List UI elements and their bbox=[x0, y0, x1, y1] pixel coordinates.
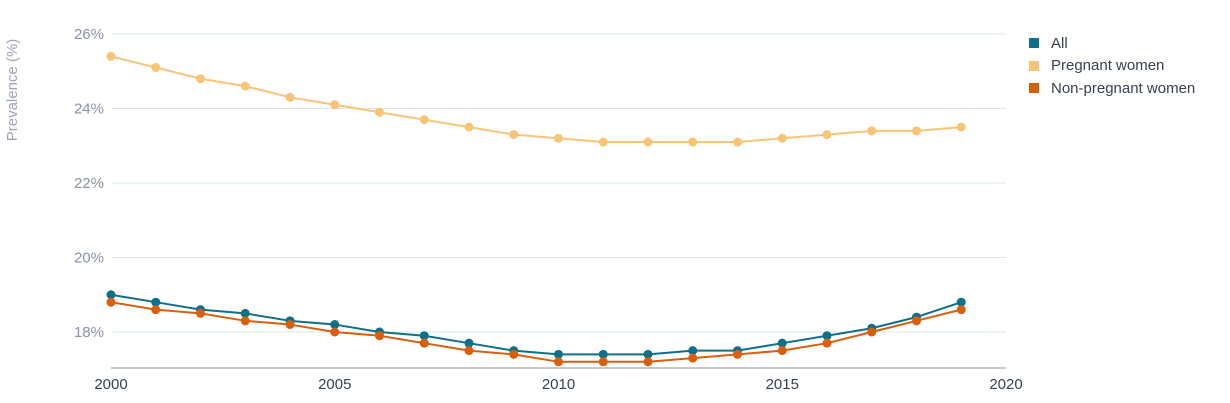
data-point[interactable] bbox=[151, 305, 161, 315]
data-point[interactable] bbox=[509, 349, 519, 359]
y-tick-label: 18% bbox=[74, 324, 104, 341]
data-point[interactable] bbox=[554, 349, 563, 359]
y-axis-title: Prevalence (%) bbox=[4, 39, 21, 142]
data-point[interactable] bbox=[375, 331, 384, 341]
data-point[interactable] bbox=[464, 338, 474, 348]
series-all bbox=[106, 290, 966, 359]
series-non-pregnant-women bbox=[106, 297, 966, 367]
grid-lines bbox=[111, 33, 1006, 333]
data-point[interactable] bbox=[375, 107, 384, 117]
data-point[interactable] bbox=[912, 126, 921, 136]
legend: All Pregnant women Non-pregnant women bbox=[1029, 32, 1195, 100]
legend-item[interactable]: Pregnant women bbox=[1029, 55, 1195, 78]
data-point[interactable] bbox=[956, 122, 966, 132]
data-point[interactable] bbox=[688, 137, 698, 147]
data-point[interactable] bbox=[598, 137, 608, 147]
legend-label: Pregnant women bbox=[1051, 57, 1165, 75]
data-point[interactable] bbox=[867, 327, 877, 337]
series-line bbox=[110, 293, 962, 356]
legend-label: All bbox=[1051, 34, 1068, 52]
data-point[interactable] bbox=[554, 357, 563, 367]
series-line bbox=[110, 55, 962, 144]
data-point[interactable] bbox=[419, 115, 429, 125]
x-axis-ticks: 2000 2005 2010 2015 2020 bbox=[94, 376, 1022, 393]
y-axis-ticks: 18% 20% 22% 24% 26% bbox=[74, 26, 104, 341]
data-point[interactable] bbox=[688, 353, 698, 363]
data-point[interactable] bbox=[330, 100, 340, 110]
data-point[interactable] bbox=[643, 137, 653, 147]
data-point[interactable] bbox=[464, 346, 474, 356]
series-line bbox=[110, 301, 962, 363]
y-tick-label: 20% bbox=[74, 250, 104, 267]
data-point[interactable] bbox=[240, 308, 250, 318]
data-point[interactable] bbox=[733, 349, 742, 359]
data-point[interactable] bbox=[598, 357, 608, 367]
data-point[interactable] bbox=[196, 74, 205, 84]
legend-label: Non-pregnant women bbox=[1051, 79, 1196, 97]
x-tick-label: 2020 bbox=[989, 376, 1022, 393]
data-point[interactable] bbox=[151, 63, 161, 73]
data-point[interactable] bbox=[285, 320, 295, 330]
data-point[interactable] bbox=[867, 126, 877, 136]
data-point[interactable] bbox=[822, 331, 832, 341]
data-point[interactable] bbox=[330, 320, 340, 330]
data-point[interactable] bbox=[419, 331, 429, 341]
data-point[interactable] bbox=[464, 122, 474, 132]
legend-swatch bbox=[1029, 83, 1039, 94]
data-point[interactable] bbox=[151, 297, 161, 307]
data-point[interactable] bbox=[240, 81, 250, 91]
y-tick-label: 24% bbox=[74, 101, 104, 118]
data-point[interactable] bbox=[733, 137, 742, 147]
series-group bbox=[106, 51, 966, 367]
data-point[interactable] bbox=[598, 349, 608, 359]
y-tick-label: 26% bbox=[74, 26, 104, 43]
data-point[interactable] bbox=[777, 346, 787, 356]
data-point[interactable] bbox=[912, 316, 921, 326]
data-point[interactable] bbox=[688, 346, 698, 356]
x-tick-label: 2000 bbox=[94, 376, 127, 393]
legend-swatch bbox=[1029, 38, 1039, 49]
data-point[interactable] bbox=[106, 297, 116, 307]
data-point[interactable] bbox=[822, 338, 832, 348]
data-point[interactable] bbox=[509, 130, 519, 140]
series-pregnant-women bbox=[106, 51, 966, 147]
x-tick-label: 2015 bbox=[766, 376, 799, 393]
data-point[interactable] bbox=[554, 133, 563, 143]
data-point[interactable] bbox=[822, 130, 832, 140]
data-point[interactable] bbox=[285, 92, 295, 102]
data-point[interactable] bbox=[777, 338, 787, 348]
data-point[interactable] bbox=[330, 327, 340, 337]
data-point[interactable] bbox=[419, 338, 429, 348]
data-point[interactable] bbox=[956, 305, 966, 315]
data-point[interactable] bbox=[643, 349, 653, 359]
data-point[interactable] bbox=[196, 308, 205, 318]
data-point[interactable] bbox=[643, 357, 653, 367]
data-point[interactable] bbox=[106, 51, 116, 61]
y-tick-label: 22% bbox=[74, 175, 104, 192]
data-point[interactable] bbox=[777, 133, 787, 143]
legend-item[interactable]: All bbox=[1029, 32, 1195, 55]
data-point[interactable] bbox=[240, 316, 250, 326]
x-tick-label: 2005 bbox=[318, 376, 351, 393]
data-point[interactable] bbox=[956, 297, 966, 307]
data-point[interactable] bbox=[106, 290, 116, 300]
legend-swatch bbox=[1029, 60, 1039, 71]
legend-item[interactable]: Non-pregnant women bbox=[1029, 77, 1195, 100]
x-tick-label: 2010 bbox=[542, 376, 575, 393]
